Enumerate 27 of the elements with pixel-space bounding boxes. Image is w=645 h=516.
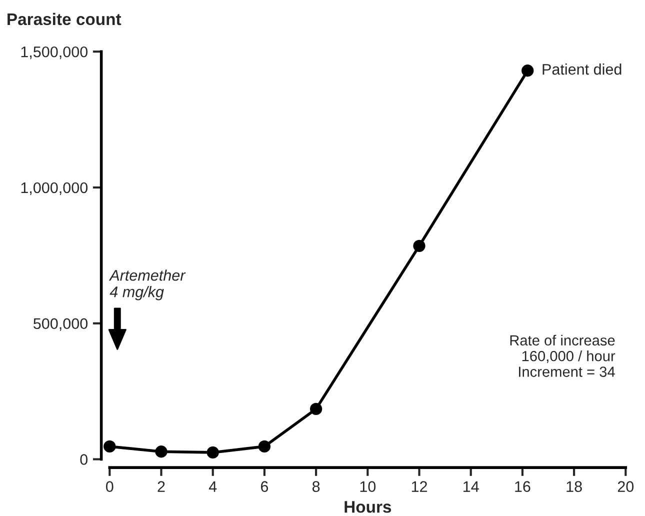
point: [310, 402, 322, 416]
annotation: Patient died: [542, 64, 622, 75]
x-tick-label: 14: [464, 481, 479, 492]
x-tick-label: 2: [158, 481, 165, 492]
x-tick-label: 4: [208, 481, 217, 492]
x-tick-label: 16: [515, 481, 530, 492]
point: [206, 446, 219, 459]
y-tick-label: 1,500,000: [21, 46, 88, 60]
y-axis-title: Parasite count: [8, 12, 122, 26]
x-tick-label: 8: [312, 481, 320, 492]
annotation: Artemether 4 mg/kg: [108, 270, 186, 300]
point: [258, 440, 271, 453]
point: [522, 64, 534, 77]
point: [104, 440, 116, 453]
y-tick-label: 0: [80, 454, 88, 465]
x-tick-label: 6: [260, 481, 268, 492]
x-tick-label: 12: [412, 481, 427, 492]
x-tick-label: 0: [106, 481, 114, 492]
x-tick-label: 18: [566, 481, 582, 492]
annotation: Rate of increase 160,000 / hour Increment = 34: [510, 334, 616, 377]
point: [413, 240, 426, 252]
point: [155, 446, 168, 458]
x-axis-title: Hours: [344, 501, 392, 513]
y-tick-label: 500,000: [34, 318, 88, 331]
x-tick-label: 10: [360, 481, 376, 492]
y-tick-label: 1,000,000: [21, 182, 88, 195]
x-tick-label: 20: [618, 481, 634, 492]
